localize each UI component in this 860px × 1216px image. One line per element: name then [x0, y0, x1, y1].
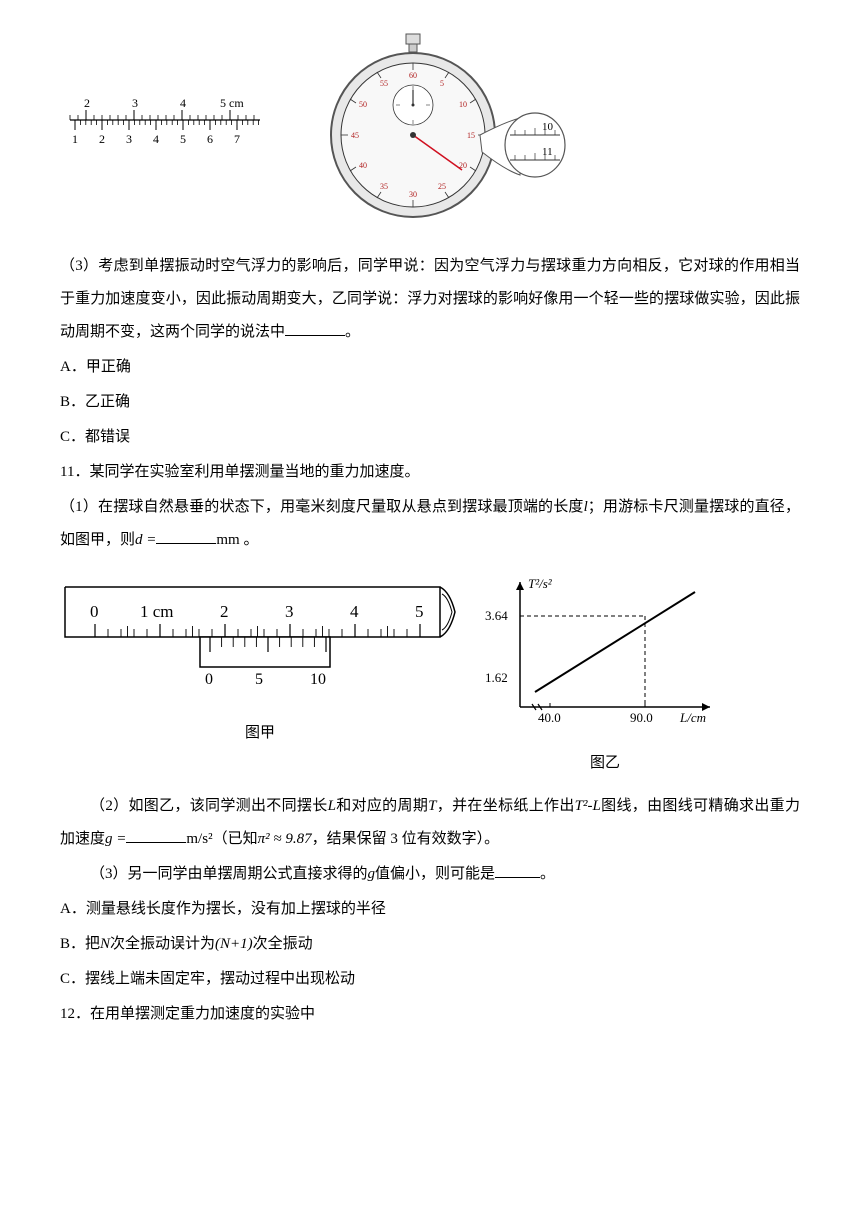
optb-2: 次全振动误计为	[110, 936, 215, 952]
q11-part1: （1）在摆球自然悬垂的状态下，用毫米刻度尺量取从悬点到摆球最顶端的长度l；用游标…	[60, 491, 800, 557]
ruler-bottom-tick: 6	[207, 132, 213, 146]
x-tick: 90.0	[630, 710, 653, 725]
y-tick: 1.62	[485, 670, 508, 685]
q11-option-c: C．摆线上端未固定牢，摆动过程中出现松动	[60, 963, 800, 996]
graph-block: T²/s² L/cm 1.62 3.64 40.0 90.0 图乙	[480, 572, 730, 780]
y-axis-label: T²/s²	[528, 576, 553, 591]
part3b-text2: 值偏小，则可能是	[375, 866, 495, 882]
q11-option-a: A．测量悬线长度作为摆长，没有加上摆球的半径	[60, 893, 800, 926]
vernier-caption: 图甲	[60, 717, 460, 750]
main-tick: 2	[220, 602, 229, 621]
q11-stem: 11．某同学在实验室利用单摆测量当地的重力加速度。	[60, 456, 800, 489]
part1-text1: 在摆球自然悬垂的状态下，用毫米刻度尺量取从悬点到摆球最顶端的长度	[98, 499, 584, 515]
vernier-block: 0 1 cm 2 3 4 5 0 5 10 图甲	[60, 572, 460, 750]
part3b-tail: 。	[540, 866, 555, 882]
vernier-ruler-top: 2 3 4 5 cm 1 2 3 4	[60, 95, 270, 165]
part3-text: 考虑到单摆振动时空气浮力的影响后，同学甲说：因为空气浮力与摆球重力方向相反，它对…	[60, 258, 800, 340]
svg-text:55: 55	[380, 79, 388, 88]
ruler-bottom-tick: 4	[153, 132, 159, 146]
y-tick: 3.64	[485, 608, 508, 623]
ruler-bottom-tick: 3	[126, 132, 132, 146]
part2-text6: ，结果保留 3 位有效数字）。	[312, 831, 500, 847]
x-tick: 40.0	[538, 710, 561, 725]
part3b-text: 另一同学由单摆周期公式直接求得的	[128, 866, 368, 882]
blank-answer[interactable]	[285, 318, 345, 336]
main-tick: 1 cm	[140, 602, 174, 621]
x-axis-label: L/cm	[679, 710, 706, 725]
svg-text:25: 25	[438, 182, 446, 191]
graph-caption: 图乙	[480, 747, 730, 780]
svg-text:15: 15	[467, 131, 475, 140]
vernier-tick: 0	[205, 671, 213, 688]
svg-text:35: 35	[380, 182, 388, 191]
vernier-tick: 5	[255, 671, 263, 688]
svg-text:40: 40	[359, 161, 367, 170]
part3-tail: 。	[345, 324, 360, 340]
svg-text:30: 30	[409, 190, 417, 199]
option-b: B．乙正确	[60, 386, 800, 419]
ruler-top-tick: 5 cm	[220, 96, 244, 110]
optb-1: B．把	[60, 936, 100, 952]
part2-text3: ，并在坐标纸上作出	[436, 798, 574, 814]
option-c: C．都错误	[60, 421, 800, 454]
ruler-top-tick: 4	[180, 96, 186, 110]
part3-label: （3）	[60, 258, 98, 274]
var-L: L	[328, 798, 336, 814]
main-tick: 0	[90, 602, 99, 621]
var-d: d =	[135, 532, 156, 548]
ruler-bottom-tick: 1	[72, 132, 78, 146]
option-a: A．甲正确	[60, 351, 800, 384]
svg-text:45: 45	[351, 131, 359, 140]
svg-text:5: 5	[440, 79, 444, 88]
optb-N: N	[100, 936, 110, 952]
main-tick: 4	[350, 602, 359, 621]
zoom-label-top: 10	[542, 121, 554, 133]
part1-unit: mm 。	[216, 532, 258, 548]
q11-option-b: B．把N次全振动误计为(N+1)次全振动	[60, 928, 800, 961]
main-tick: 3	[285, 602, 294, 621]
q11-part3: （3）另一同学由单摆周期公式直接求得的g值偏小，则可能是 。	[60, 858, 800, 891]
part2-unit: m/s²	[186, 831, 212, 847]
middle-figures: 0 1 cm 2 3 4 5 0 5 10 图甲	[60, 572, 800, 780]
blank-d[interactable]	[156, 526, 216, 544]
part2-text2: 和对应的周期	[336, 798, 428, 814]
q12-text: 在用单摆测定重力加速度的实验中	[90, 1006, 315, 1022]
vernier-tick: 10	[310, 671, 326, 688]
var-TL: T²-L	[575, 798, 601, 814]
part1-label: （1）	[60, 499, 98, 515]
t2-l-graph: T²/s² L/cm 1.62 3.64 40.0 90.0	[480, 572, 730, 732]
blank-g[interactable]	[126, 825, 186, 843]
optb-N1: (N+1)	[215, 936, 253, 952]
q11-part2: （2）如图乙，该同学测出不同摆长L和对应的周期T，并在坐标纸上作出T²-L图线，…	[60, 790, 800, 856]
part2-text5: （已知	[213, 831, 258, 847]
ruler-top-tick: 2	[84, 96, 90, 110]
ruler-bottom-tick: 2	[99, 132, 105, 146]
q12-stem: 12．在用单摆测定重力加速度的实验中	[60, 998, 800, 1031]
q11-number: 11．	[60, 464, 89, 480]
main-tick: 5	[415, 602, 424, 621]
q11-text: 某同学在实验室利用单摆测量当地的重力加速度。	[89, 464, 419, 480]
vernier-caliper: 0 1 cm 2 3 4 5 0 5 10	[60, 572, 460, 702]
q10-part3: （3）考虑到单摆振动时空气浮力的影响后，同学甲说：因为空气浮力与摆球重力方向相反…	[60, 250, 800, 349]
zoom-label-bottom: 11	[542, 146, 553, 158]
part2-label: （2）	[90, 798, 128, 814]
var-g: g =	[105, 831, 126, 847]
var-pi: π² ≈ 9.87	[258, 831, 312, 847]
ruler-top-tick: 3	[132, 96, 138, 110]
part2-text1: 如图乙，该同学测出不同摆长	[128, 798, 327, 814]
ruler-bottom-tick: 5	[180, 132, 186, 146]
svg-text:50: 50	[359, 100, 367, 109]
stopwatch-figure: 605 1015 2025 3035 4045 5055	[310, 30, 570, 230]
optb-3: 次全振动	[253, 936, 313, 952]
ruler-bottom-tick: 7	[234, 132, 240, 146]
part3b-label: （3）	[90, 866, 128, 882]
blank-reason[interactable]	[495, 860, 540, 878]
svg-text:10: 10	[459, 100, 467, 109]
q12-number: 12．	[60, 1006, 90, 1022]
svg-text:60: 60	[409, 71, 417, 80]
var-g2: g	[368, 866, 376, 882]
top-figures: 2 3 4 5 cm 1 2 3 4	[60, 30, 800, 230]
